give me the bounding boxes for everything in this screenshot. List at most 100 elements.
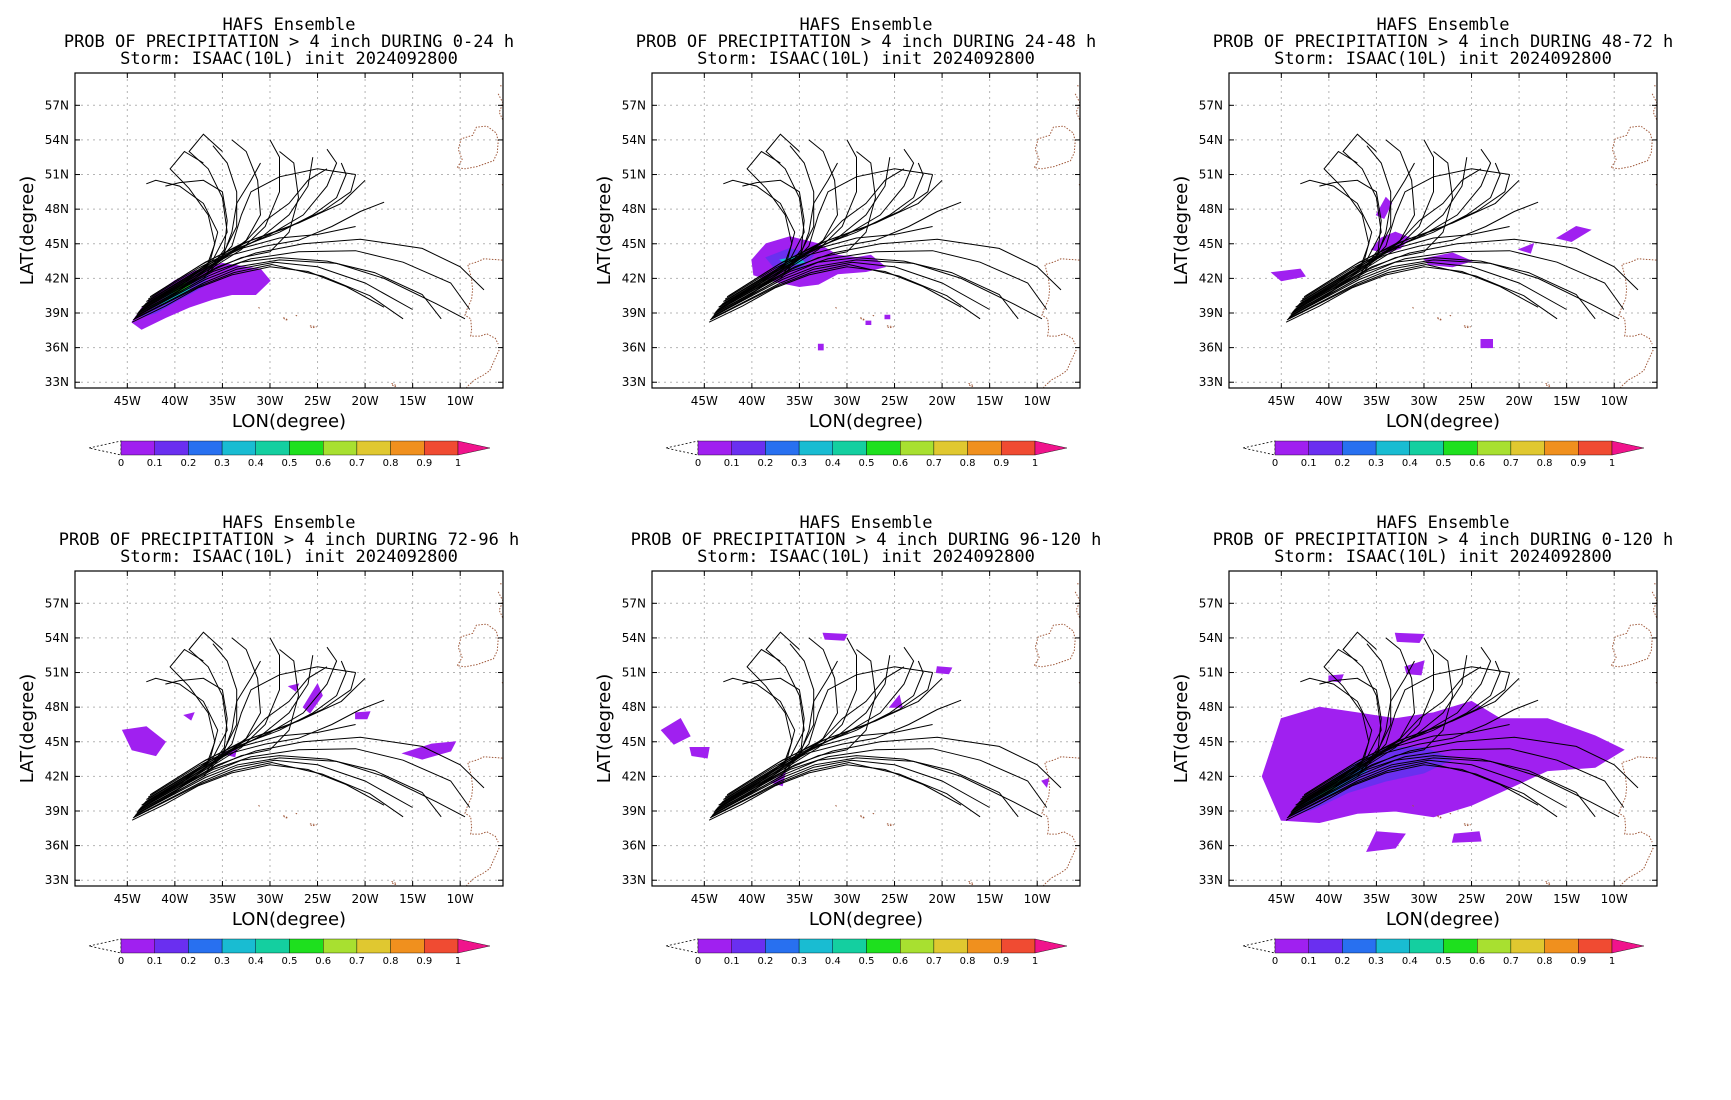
ensemble-track bbox=[1291, 150, 1370, 314]
colorbar-tick-label: 0 bbox=[695, 956, 701, 967]
coastline bbox=[1545, 382, 1552, 388]
x-tick-label: 35W bbox=[209, 394, 236, 408]
x-axis-label: LON(degree) bbox=[809, 411, 923, 432]
colorbar-tick-label: 0.6 bbox=[1469, 458, 1485, 469]
x-tick-label: 40W bbox=[738, 394, 765, 408]
colorbar-tick-label: 0.9 bbox=[993, 458, 1009, 469]
colorbar-tick-label: 0.4 bbox=[1402, 956, 1418, 967]
probability-area bbox=[1480, 339, 1493, 349]
panel-title-2: PROB OF PRECIPITATION > 4 inch DURING 0-… bbox=[1213, 530, 1674, 550]
colorbar-tick-label: 0.5 bbox=[859, 458, 875, 469]
colorbar-tick-label: 0.3 bbox=[214, 956, 230, 967]
x-tick-label: 20W bbox=[929, 394, 956, 408]
probability-area bbox=[355, 711, 371, 720]
y-tick-label: 51N bbox=[622, 666, 646, 680]
ensemble-track bbox=[710, 261, 990, 320]
ensemble-track bbox=[727, 226, 933, 300]
coastline bbox=[1077, 85, 1080, 87]
colorbar-tick-label: 0.6 bbox=[892, 956, 908, 967]
ensemble-track bbox=[134, 162, 261, 319]
ensemble-track bbox=[708, 266, 962, 323]
ensemble-track bbox=[708, 764, 962, 821]
colorbar-swatch bbox=[289, 440, 324, 456]
ensemble-track bbox=[1290, 179, 1382, 315]
coastline bbox=[456, 125, 499, 170]
colorbar-tick-label: 1 bbox=[1032, 956, 1038, 967]
probability-area bbox=[1394, 632, 1425, 644]
ensemble-track bbox=[1286, 263, 1558, 321]
coastline bbox=[1412, 306, 1414, 309]
probability-area bbox=[121, 726, 167, 757]
x-tick-label: 45W bbox=[1268, 394, 1295, 408]
ensemble-track bbox=[136, 677, 228, 813]
x-tick-label: 25W bbox=[1458, 892, 1485, 906]
ensemble-track bbox=[142, 666, 328, 806]
colorbar-swatch bbox=[255, 938, 290, 954]
ensemble-track bbox=[1296, 139, 1434, 309]
colorbar-swatch bbox=[1274, 440, 1309, 456]
probability-area bbox=[935, 666, 953, 675]
probability-area bbox=[1270, 268, 1306, 282]
ensemble-track bbox=[1291, 648, 1370, 812]
probability-area bbox=[822, 632, 848, 641]
colorbar-swatch bbox=[832, 440, 867, 456]
ensemble-track bbox=[132, 761, 404, 819]
y-tick-label: 36N bbox=[45, 341, 69, 355]
colorbar-swatch bbox=[1342, 938, 1377, 954]
colorbar-swatch bbox=[188, 440, 223, 456]
coastline bbox=[1651, 93, 1657, 186]
y-tick-label: 54N bbox=[1199, 133, 1223, 147]
coastline bbox=[500, 85, 503, 87]
ensemble-track bbox=[712, 259, 1043, 320]
y-tick-label: 36N bbox=[45, 839, 69, 853]
x-tick-label: 30W bbox=[1410, 394, 1437, 408]
panel-title-2: PROB OF PRECIPITATION > 4 inch DURING 96… bbox=[631, 530, 1102, 550]
ensemble-track bbox=[714, 648, 793, 812]
probability-area bbox=[401, 741, 457, 760]
colorbar-tick-label: 0.1 bbox=[724, 956, 740, 967]
panel-title-1: HAFS Ensemble bbox=[1376, 513, 1509, 533]
ensemble-track bbox=[719, 637, 857, 807]
x-tick-label: 40W bbox=[1315, 394, 1342, 408]
x-tick-label: 10W bbox=[1024, 394, 1051, 408]
ensemble-track bbox=[1305, 677, 1520, 795]
y-tick-label: 33N bbox=[45, 375, 69, 389]
colorbar-tick-label: 0.7 bbox=[926, 458, 942, 469]
y-tick-label: 57N bbox=[622, 98, 646, 112]
coastline bbox=[1033, 623, 1076, 668]
panel-title-1: HAFS Ensemble bbox=[222, 15, 355, 35]
y-tick-label: 42N bbox=[45, 769, 69, 783]
colorbar-tick-label: 0.4 bbox=[825, 458, 841, 469]
x-tick-label: 45W bbox=[1268, 892, 1295, 906]
colorbar-over-triangle bbox=[457, 938, 491, 954]
coastline bbox=[835, 804, 837, 807]
ensemble-track bbox=[1297, 637, 1416, 805]
colorbar-tick-label: 0.3 bbox=[791, 956, 807, 967]
colorbar-swatch bbox=[255, 440, 290, 456]
y-tick-label: 39N bbox=[622, 804, 646, 818]
ensemble-track bbox=[1299, 655, 1468, 803]
colorbar-tick-label: 1 bbox=[455, 956, 461, 967]
colorbar-swatch bbox=[356, 440, 391, 456]
y-tick-label: 39N bbox=[45, 306, 69, 320]
colorbar-tick-label: 0.4 bbox=[248, 458, 264, 469]
y-tick-label: 54N bbox=[45, 133, 69, 147]
colorbar-tick-label: 0.7 bbox=[1503, 458, 1519, 469]
coastline bbox=[1610, 125, 1653, 170]
ensemble-track bbox=[1294, 179, 1373, 310]
coastline bbox=[391, 382, 398, 388]
ensemble-track bbox=[709, 263, 981, 321]
plot-frame bbox=[1228, 570, 1658, 887]
coastline bbox=[500, 583, 503, 585]
x-tick-label: 15W bbox=[1553, 394, 1580, 408]
x-tick-label: 25W bbox=[304, 394, 331, 408]
colorbar: 0 0.1 0.2 0.3 0.4 0.5 0.6 0.7 0.8 0.9 1 bbox=[665, 938, 1068, 967]
colorbar-swatch bbox=[1510, 440, 1545, 456]
ensemble-track bbox=[1301, 699, 1539, 800]
ensemble-track bbox=[710, 759, 990, 818]
ensemble-track bbox=[724, 201, 962, 302]
colorbar-swatch bbox=[424, 440, 459, 456]
probability-area bbox=[1404, 660, 1425, 676]
ensemble-track bbox=[712, 757, 1043, 818]
